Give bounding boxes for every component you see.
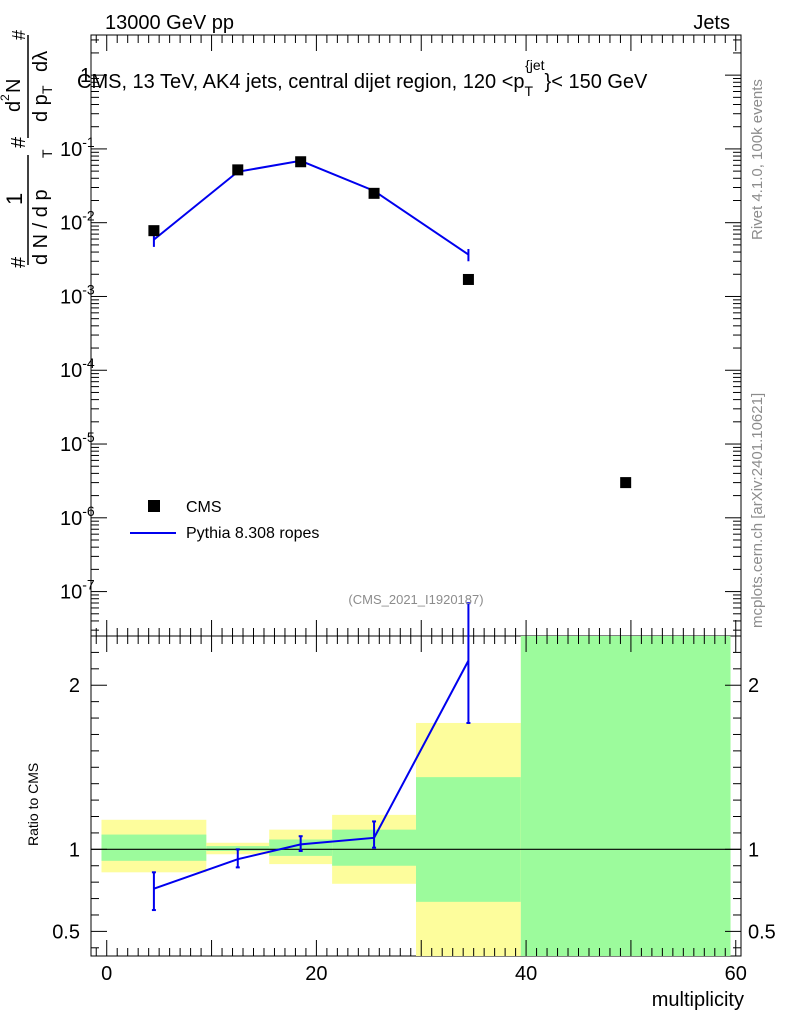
ylabel-denominator: d N / d p: [30, 189, 52, 265]
y-tick-base: 10: [60, 582, 82, 604]
cms-point: [462, 273, 474, 285]
band-inner-4: [416, 777, 521, 902]
ratio-y-label-left: 2: [69, 675, 80, 697]
main-panel-frame: [90, 34, 742, 637]
y-tick-base: 10: [60, 434, 82, 456]
cms-point: [368, 187, 380, 199]
legend-label-pythia: Pythia 8.308 ropes: [186, 525, 319, 542]
header-right: Jets: [693, 12, 730, 34]
mcplots-info: mcplots.cern.ch [arXiv:2401.10621]: [749, 393, 766, 628]
y-tick-base: 1: [80, 65, 91, 87]
x-tick-label: 40: [515, 963, 537, 985]
y-tick-label: 10-6: [60, 503, 95, 530]
ylabel-hash-2: #: [8, 136, 30, 148]
x-tick-label: 60: [725, 963, 747, 985]
y-tick-label: 10-1: [60, 134, 95, 161]
title-post: }< 150 GeV: [545, 71, 649, 93]
legend-label-cms: CMS: [186, 499, 222, 516]
band-inner-5: [520, 636, 731, 956]
ylabel-den2: d p: [30, 94, 52, 122]
title-pre: CMS, 13 TeV, AK4 jets, central dijet reg…: [77, 71, 525, 93]
main-series: [148, 156, 632, 489]
ylabel-d2-sup: 2: [0, 94, 12, 101]
main-ylabel: # 1 d N / d p T # d 2 N d p T dλ #: [0, 30, 55, 268]
ratio-y-label-left: 1: [69, 839, 80, 861]
y-tick-label: 10-7: [60, 577, 95, 604]
legend-marker-cms: [148, 500, 160, 512]
ylabel-hash-1: #: [8, 256, 30, 268]
ratio-y-label-left: 0.5: [52, 921, 80, 943]
y-tick-label: 10-4: [60, 355, 95, 382]
ylabel-d2: d: [3, 101, 25, 112]
ylabel-dlambda: dλ: [30, 51, 52, 72]
ylabel-hash-3: #: [9, 30, 29, 40]
ylabel-N: N: [3, 79, 25, 93]
ylabel-one: 1: [2, 193, 27, 205]
y-tick-label: 1: [80, 65, 91, 87]
band-inner-0: [101, 834, 207, 861]
y-tick-exponent: -4: [82, 355, 95, 371]
y-tick-label: 10-3: [60, 281, 95, 308]
y-tick-exponent: -6: [82, 503, 95, 519]
pythia-line: [153, 159, 469, 256]
title-sup: {jet: [525, 57, 545, 73]
ratio-axes: 0 20 40 600.5 0.51 12 2: [52, 651, 776, 985]
y-tick-exponent: -3: [82, 281, 95, 297]
y-tick-base: 10: [60, 286, 82, 308]
x-tick-label: 0: [101, 963, 112, 985]
x-axis-label: multiplicity: [652, 989, 744, 1011]
ratio-y-label-right: 0.5: [748, 921, 776, 943]
cms-point: [295, 156, 307, 168]
y-tick-base: 10: [60, 213, 82, 235]
chart-title: CMS, 13 TeV, AK4 jets, central dijet reg…: [77, 57, 648, 99]
ratio-y-label-right: 1: [748, 839, 759, 861]
main-x-ticks: [95, 35, 737, 956]
cms-point: [232, 164, 244, 176]
ratio-ylabel: Ratio to CMS: [25, 763, 41, 846]
cms-point: [148, 225, 160, 237]
ratio-series: [151, 602, 471, 912]
y-tick-label: 10-5: [60, 429, 95, 456]
cms-point: [620, 477, 632, 489]
title-sub: T: [525, 83, 534, 99]
y-tick-base: 10: [60, 508, 82, 530]
y-tick-exponent: -1: [82, 134, 95, 150]
y-tick-base: 10: [60, 360, 82, 382]
y-tick-label: 10-2: [60, 208, 95, 235]
header-left: 13000 GeV pp: [105, 12, 234, 34]
ratio-y-label-right: 2: [748, 675, 759, 697]
main-y-axis: 110-110-210-310-410-510-610-7: [60, 39, 741, 631]
y-tick-base: 10: [60, 139, 82, 161]
x-tick-label: 20: [305, 963, 327, 985]
ylabel-den2-sub: T: [39, 85, 55, 94]
y-tick-exponent: -7: [82, 577, 95, 593]
legend: CMS Pythia 8.308 ropes: [130, 499, 319, 542]
rivet-info: Rivet 4.1.0, 100k events: [749, 79, 766, 240]
y-tick-exponent: -2: [82, 208, 95, 224]
ylabel-den-sub: T: [39, 149, 55, 158]
ratio-bands: [101, 636, 731, 956]
y-tick-exponent: -5: [82, 429, 95, 445]
analysis-annotation: (CMS_2021_I1920187): [348, 592, 483, 607]
